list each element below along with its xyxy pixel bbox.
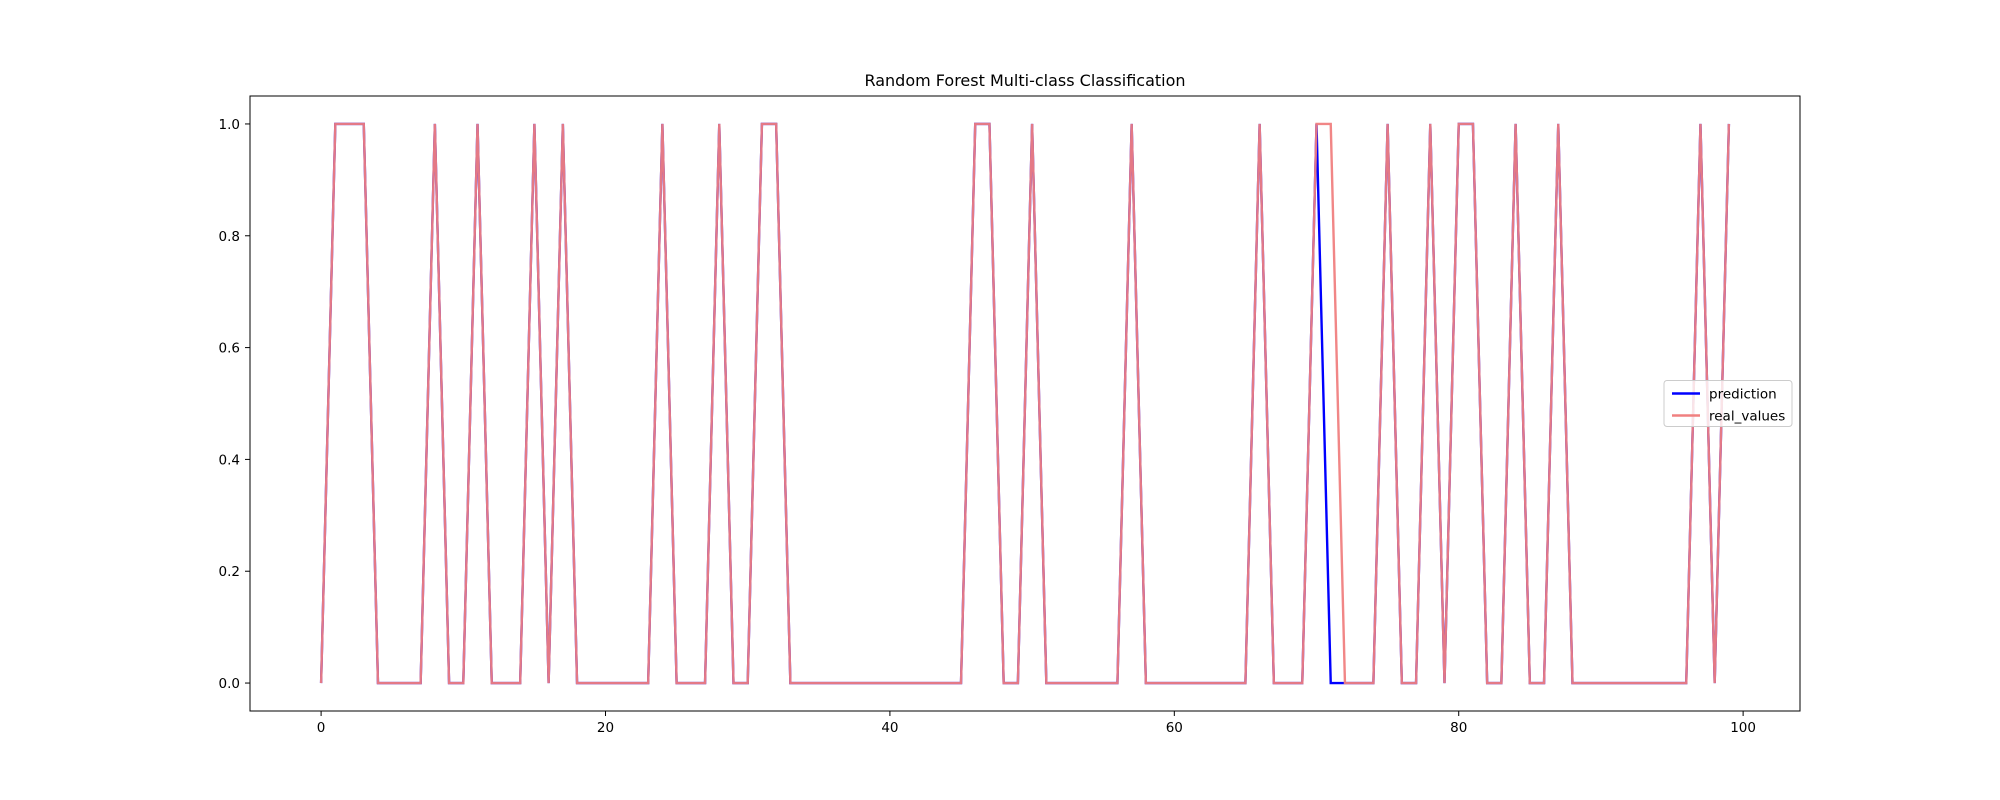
axes-frame bbox=[249, 95, 1801, 712]
y-tick-label: 0.2 bbox=[219, 564, 240, 580]
y-tick-label: 1.0 bbox=[219, 117, 240, 133]
legend: prediction real_values bbox=[1663, 380, 1793, 427]
y-tick-label: 0.4 bbox=[219, 452, 240, 468]
legend-label: real_values bbox=[1709, 409, 1785, 425]
x-tick-label: 40 bbox=[881, 720, 898, 736]
series-layer bbox=[319, 122, 1731, 685]
x-tick-label: 0 bbox=[317, 720, 326, 736]
x-tick-label: 20 bbox=[597, 720, 614, 736]
series-line-real-values bbox=[319, 122, 1731, 685]
plot-area bbox=[249, 95, 1801, 712]
y-tick-label: 0.8 bbox=[219, 229, 240, 245]
x-tick-label: 80 bbox=[1450, 720, 1467, 736]
legend-label: prediction bbox=[1709, 387, 1777, 403]
x-axis: 0 20 40 60 80 100 bbox=[317, 711, 1756, 736]
x-tick-label: 100 bbox=[1730, 720, 1756, 736]
x-tick-label: 60 bbox=[1166, 720, 1183, 736]
chart-title: Random Forest Multi-class Classification bbox=[864, 71, 1185, 90]
y-axis: 0.0 0.2 0.4 0.6 0.8 1.0 bbox=[219, 117, 250, 692]
y-tick-label: 0.6 bbox=[219, 341, 240, 357]
y-tick-label: 0.0 bbox=[219, 676, 240, 692]
